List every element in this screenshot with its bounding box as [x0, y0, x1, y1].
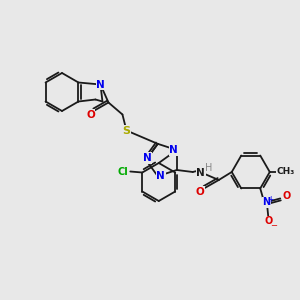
- Text: N: N: [96, 80, 105, 89]
- Text: N: N: [142, 153, 152, 163]
- Text: CH₃: CH₃: [277, 167, 295, 176]
- Text: H: H: [205, 163, 212, 173]
- Text: N: N: [262, 197, 270, 207]
- Text: −: −: [270, 221, 277, 230]
- Text: S: S: [122, 125, 130, 136]
- Text: O: O: [282, 191, 290, 201]
- Text: N: N: [156, 171, 165, 181]
- Text: O: O: [86, 110, 95, 119]
- Text: +: +: [267, 195, 273, 204]
- Text: Cl: Cl: [118, 167, 129, 176]
- Text: N: N: [169, 145, 178, 155]
- Text: N: N: [196, 168, 205, 178]
- Text: O: O: [195, 187, 204, 197]
- Text: O: O: [264, 216, 272, 226]
